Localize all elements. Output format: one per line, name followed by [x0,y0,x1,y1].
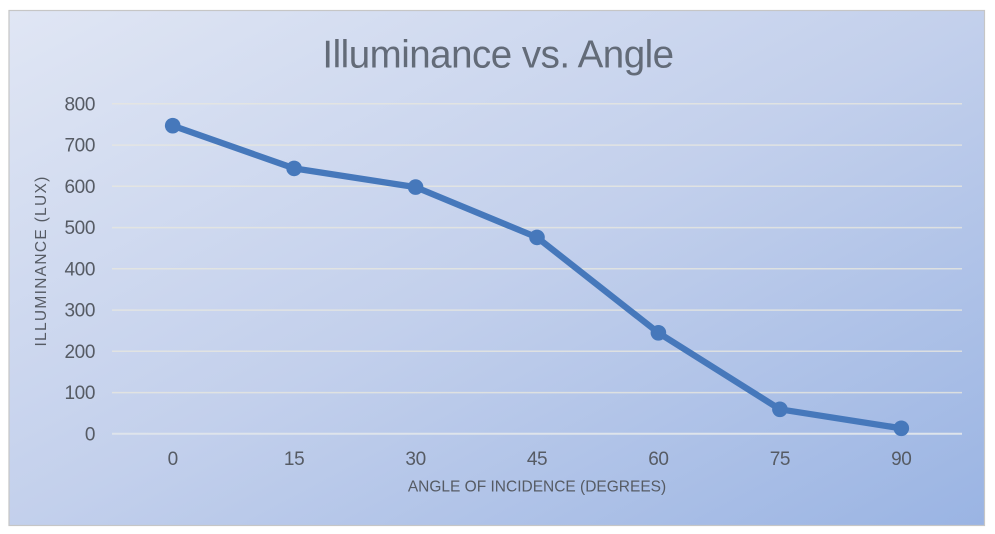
svg-text:ANGLE OF INCIDENCE (DEGREES): ANGLE OF INCIDENCE (DEGREES) [408,479,666,496]
svg-text:45: 45 [527,449,547,470]
svg-text:600: 600 [64,177,95,198]
svg-text:30: 30 [405,449,425,470]
svg-text:75: 75 [770,449,790,470]
svg-text:15: 15 [284,449,304,470]
svg-text:200: 200 [64,342,95,363]
svg-text:0: 0 [168,449,178,470]
svg-text:800: 800 [64,94,95,115]
svg-text:400: 400 [64,259,95,280]
svg-text:90: 90 [891,449,911,470]
svg-text:100: 100 [64,383,95,404]
svg-text:60: 60 [648,449,668,470]
svg-text:500: 500 [64,218,95,239]
svg-text:ILLUMINANCE (LUX): ILLUMINANCE (LUX) [33,175,50,346]
svg-text:700: 700 [64,136,95,157]
svg-text:300: 300 [64,301,95,322]
svg-text:Illuminance vs. Angle: Illuminance vs. Angle [322,34,673,77]
svg-text:0: 0 [85,424,95,445]
